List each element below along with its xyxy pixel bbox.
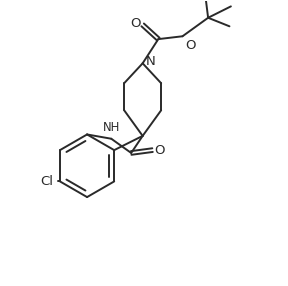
Text: NH: NH [103, 121, 120, 134]
Text: Cl: Cl [40, 175, 53, 188]
Text: N: N [146, 55, 156, 68]
Text: O: O [155, 144, 165, 157]
Text: O: O [185, 39, 195, 52]
Text: O: O [130, 17, 140, 30]
